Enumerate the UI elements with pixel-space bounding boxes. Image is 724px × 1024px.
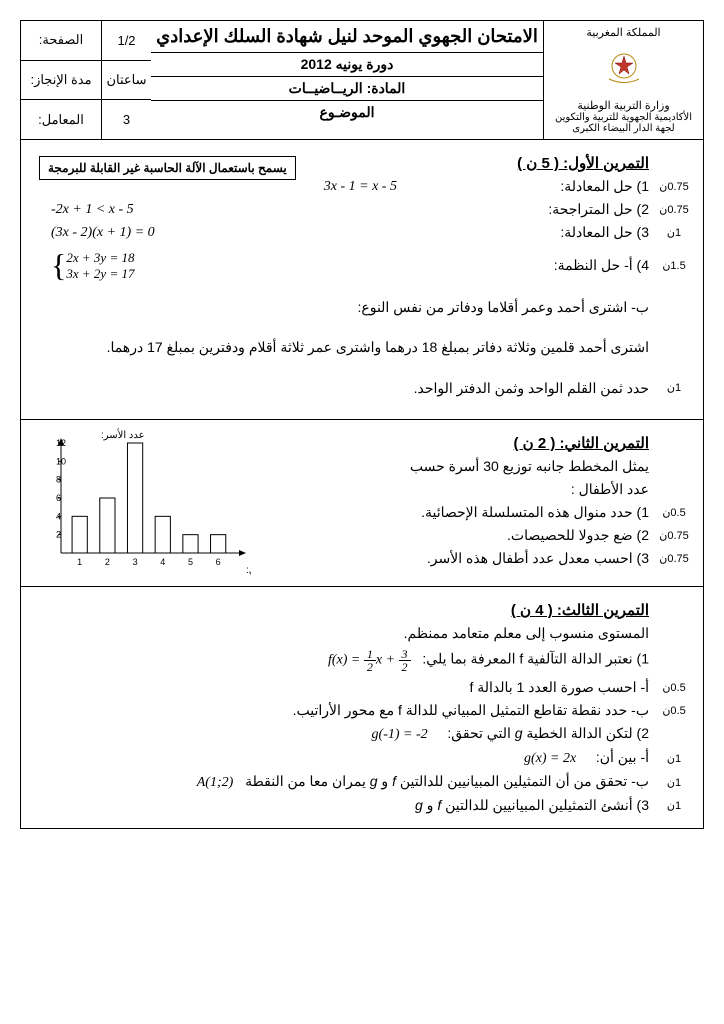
ministry-block: المملكة المغربية وزارة التربية الوطنية ا… — [543, 21, 703, 139]
pts: 0.5ن — [655, 681, 693, 694]
svg-text:2: 2 — [56, 530, 61, 540]
ex1-q4: 1.5ن 4) أ- حل النظمة: { 2x + 3y = 18 3x … — [31, 247, 693, 284]
pts: 1ن — [655, 226, 693, 239]
system: { 2x + 3y = 18 3x + 2y = 17 — [31, 247, 211, 284]
ex3-q2b: 1ن ب- تحقق من أن التمثيلين المبيانيين لل… — [31, 773, 693, 791]
ex2-q3: 0.75ن 3) احسب معدل عدد أطفال هذه الأسر. — [261, 550, 693, 567]
ex1-q3: 1ن 3) حل المعادلة: (3x - 2)(x + 1) = 0 — [31, 224, 693, 241]
country-name: المملكة المغربية — [549, 26, 698, 39]
pts: 0.5ن — [655, 704, 693, 717]
ex3-q2: 2) لتكن الدالة الخطية g التي تحقق: g(-1)… — [31, 725, 693, 743]
pts: 0.75ن — [655, 203, 693, 216]
svg-text:3: 3 — [133, 557, 138, 567]
equation: (3x - 2)(x + 1) = 0 — [31, 225, 211, 241]
ex1-word-line: اشترى أحمد قلمين وثلاثة دفاتر بمبلغ 18 د… — [31, 330, 693, 364]
svg-text:1: 1 — [77, 557, 82, 567]
pts: 1ن — [655, 776, 693, 789]
svg-text:عدد الأطفال:: عدد الأطفال: — [246, 564, 251, 576]
content: يسمح باستعمال الآلة الحاسبة غير القابلة … — [21, 140, 703, 828]
topic: الموضـوع — [151, 101, 543, 124]
session: دورة يونيه 2012 — [151, 53, 543, 77]
svg-text:6: 6 — [216, 557, 221, 567]
pts: 1ن — [655, 752, 693, 765]
ex1-word-q: 1ن حدد ثمن القلم الواحد وثمن الدفتر الوا… — [31, 371, 693, 405]
ex2-q1: 0.5ن 1) حدد منوال هذه المتسلسلة الإحصائي… — [261, 504, 693, 521]
title-block: الامتحان الجهوي الموحد لنيل شهادة السلك … — [151, 21, 543, 139]
svg-text:12: 12 — [56, 438, 66, 448]
ex3-q1b: 0.5ن ب- حدد نقطة تقاطع التمثيل المبياني … — [31, 702, 693, 719]
function-def: f(x) = 12x + 32 — [328, 648, 411, 673]
svg-text:2: 2 — [105, 557, 110, 567]
pts: 1.5ن — [655, 259, 693, 272]
duration-label: مدة الإنجاز: — [21, 61, 101, 100]
ministry-name: وزارة التربية الوطنية — [549, 99, 698, 112]
inequality: -2x + 1 < x - 5 — [31, 202, 211, 218]
svg-text:5: 5 — [188, 557, 193, 567]
ex1-q2: 0.75ن 2) حل المتراجحة: -2x + 1 < x - 5 — [31, 201, 693, 218]
calculator-note: يسمح باستعمال الآلة الحاسبة غير القابلة … — [39, 156, 296, 180]
svg-text:10: 10 — [56, 457, 66, 467]
pts: 1ن — [655, 799, 693, 812]
exercise-3: التمرين الثالث: ( 4 ن ) المستوى منسوب إل… — [21, 587, 703, 828]
svg-text:عدد الأسر:: عدد الأسر: — [101, 429, 145, 441]
pts: 1ن — [655, 381, 693, 394]
pts: 0.5ن — [655, 506, 693, 519]
ex1-q1: 0.75ن 1) حل المعادلة: 3x - 1 = x - 5 — [304, 178, 693, 195]
ex1-title: التمرين الأول: ( 5 ن ) — [517, 155, 649, 172]
exam-title: الامتحان الجهوي الموحد لنيل شهادة السلك … — [151, 21, 543, 53]
page-label: الصفحة: — [21, 21, 101, 60]
svg-text:4: 4 — [56, 512, 61, 522]
header: المملكة المغربية وزارة التربية الوطنية ا… — [21, 21, 703, 140]
academy-name: الأكاديمية الجهوية للتربية والتكوين — [549, 112, 698, 123]
ex3-q3: 1ن 3) أنشئ التمثيلين المبيانيين للدالتين… — [31, 797, 693, 814]
coef-label: المعامل: — [21, 100, 101, 139]
region-name: لجهة الدار البيضاء الكبرى — [549, 123, 698, 134]
ex3-q1a: 0.5ن أ- احسب صورة العدد 1 بالدالة f — [31, 679, 693, 696]
meta-block: 1/2 الصفحة: ساعتان مدة الإنجاز: 3 المعام… — [21, 21, 151, 139]
pts: 0.75ن — [655, 552, 693, 565]
ex2-title: التمرين الثاني: ( 2 ن ) — [513, 435, 649, 452]
svg-text:6: 6 — [56, 493, 61, 503]
pts: 0.75ن — [655, 529, 693, 542]
svg-text:8: 8 — [56, 475, 61, 485]
subject-row: المادة: الريــاضيــات — [151, 77, 543, 101]
duration: ساعتان — [101, 61, 151, 100]
ex1-word-b: ب- اشترى أحمد وعمر أقلاما ودفاتر من نفس … — [31, 290, 693, 324]
morocco-emblem-icon — [599, 44, 649, 94]
pts: 0.75ن — [655, 180, 693, 193]
page-number: 1/2 — [101, 21, 151, 60]
coef: 3 — [101, 100, 151, 139]
exercise-1: يسمح باستعمال الآلة الحاسبة غير القابلة … — [21, 140, 703, 420]
ex3-q2a: 1ن أ- بين أن: g(x) = 2x — [31, 749, 693, 767]
ex3-q1: 1) نعتبر الدالة التآلفية f المعرفة بما ي… — [31, 648, 693, 673]
bar-chart: 24681012123456عدد الأطفال:عدد الأسر: — [31, 428, 251, 578]
equation: 3x - 1 = x - 5 — [304, 179, 484, 195]
ex3-title: التمرين الثالث: ( 4 ن ) — [511, 602, 649, 619]
ex2-q2: 0.75ن 2) ضع جدولا للحصيصات. — [261, 527, 693, 544]
svg-text:4: 4 — [160, 557, 165, 567]
exam-page: المملكة المغربية وزارة التربية الوطنية ا… — [20, 20, 704, 829]
exercise-2: التمرين الثاني: ( 2 ن ) يمثل المخطط جانب… — [21, 420, 703, 587]
